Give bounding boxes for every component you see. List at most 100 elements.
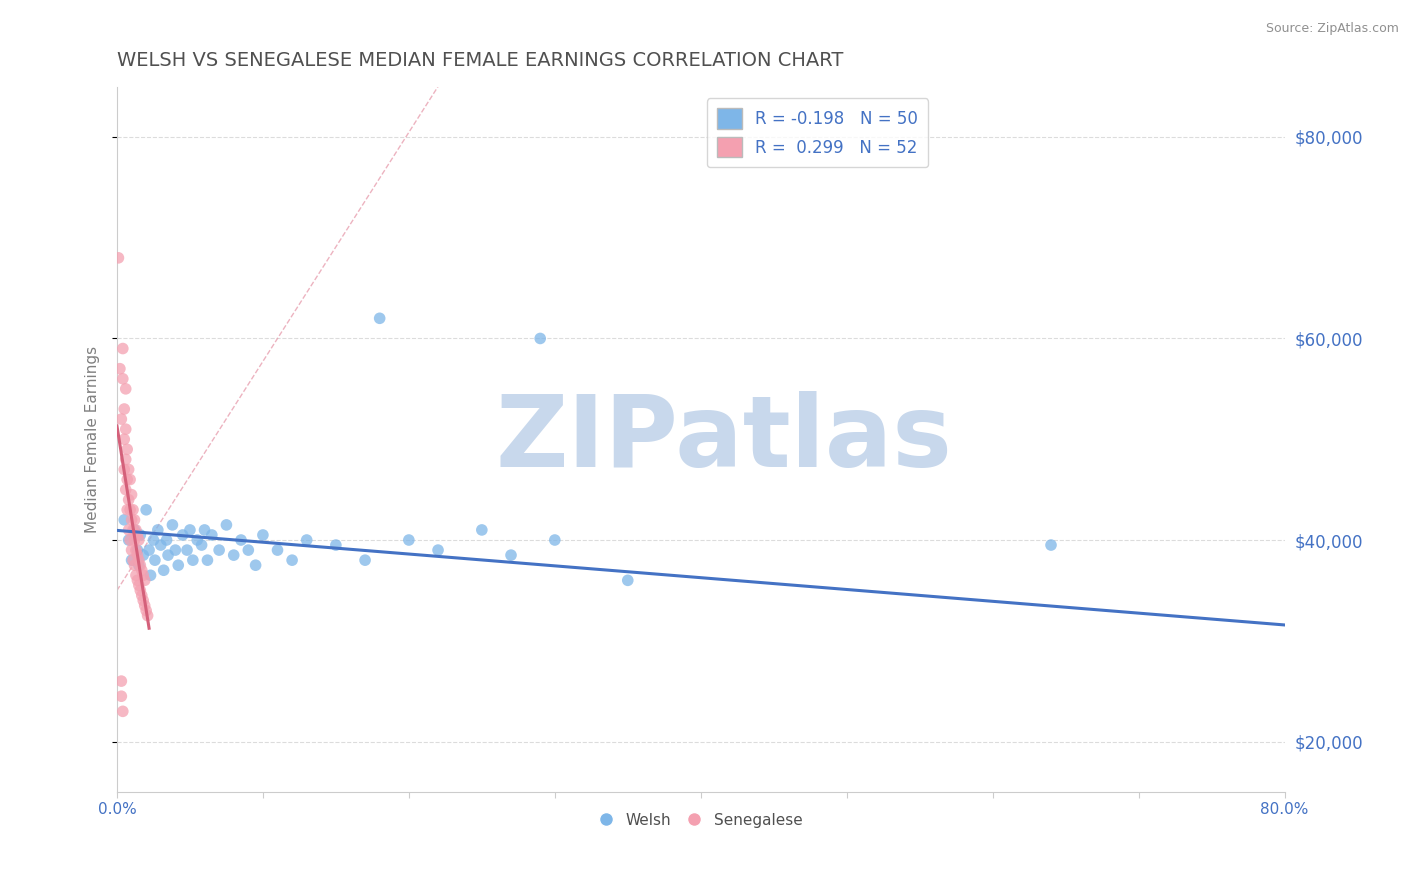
Point [125,543,148,558]
Point [193,523,215,537]
Point [115,473,138,487]
Point [110,690,132,704]
Point [135,603,157,617]
Point [125,568,148,582]
Point [128,553,150,567]
Point [117,533,139,547]
Point [266,543,288,558]
Point [222,548,245,562]
Point [121,513,143,527]
Point [134,599,156,613]
Point [229,533,252,547]
Point [122,553,145,567]
Point [616,574,638,588]
Point [120,473,142,487]
Point [111,342,134,356]
Point [115,442,138,457]
Point [111,372,134,386]
Point [152,563,174,577]
Point [131,563,153,577]
Point [107,251,129,265]
Point [121,488,143,502]
Point [245,558,267,573]
Point [129,583,152,598]
Point [499,548,522,562]
Point [146,523,169,537]
Point [111,704,134,718]
Point [281,553,304,567]
Point [117,523,139,537]
Point [190,538,212,552]
Point [112,462,135,476]
Point [124,513,146,527]
Legend: Welsh, Senegalese: Welsh, Senegalese [592,806,810,834]
Point [215,517,238,532]
Point [127,528,149,542]
Point [110,412,132,426]
Point [120,503,142,517]
Point [127,543,149,558]
Point [121,553,143,567]
Point [112,513,135,527]
Point [238,543,260,558]
Point [127,548,149,562]
Point [128,578,150,592]
Point [295,533,318,547]
Point [252,528,274,542]
Point [176,543,198,558]
Point [529,331,551,345]
Point [112,402,135,417]
Point [131,589,153,603]
Point [172,528,194,542]
Point [114,382,136,396]
Point [354,553,377,567]
Point [132,568,155,582]
Text: Source: ZipAtlas.com: Source: ZipAtlas.com [1265,22,1399,36]
Point [129,528,152,542]
Point [139,568,162,582]
Point [1040,538,1063,552]
Point [201,528,224,542]
Point [544,533,567,547]
Point [136,608,159,623]
Point [325,538,347,552]
Point [114,452,136,467]
Point [132,593,155,607]
Point [128,558,150,573]
Point [208,543,231,558]
Point [121,543,143,558]
Point [162,517,184,532]
Point [165,543,187,558]
Point [108,361,131,376]
Point [197,553,219,567]
Point [149,538,172,552]
Point [117,492,139,507]
Point [142,533,165,547]
Point [471,523,494,537]
Point [167,558,190,573]
Point [127,574,149,588]
Point [181,553,204,567]
Point [128,533,150,547]
Text: ZIPatlas: ZIPatlas [496,391,952,488]
Point [117,462,139,476]
Point [129,558,152,573]
Point [132,548,155,562]
Point [115,503,138,517]
Point [186,533,208,547]
Point [398,533,420,547]
Point [157,548,180,562]
Point [368,311,391,326]
Point [110,674,132,689]
Point [427,543,450,558]
Point [120,533,142,547]
Point [143,553,166,567]
Point [114,422,136,436]
Point [125,523,148,537]
Point [135,503,157,517]
Y-axis label: Median Female Earnings: Median Female Earnings [86,346,100,533]
Point [179,523,201,537]
Point [134,574,156,588]
Point [122,503,145,517]
Point [124,523,146,537]
